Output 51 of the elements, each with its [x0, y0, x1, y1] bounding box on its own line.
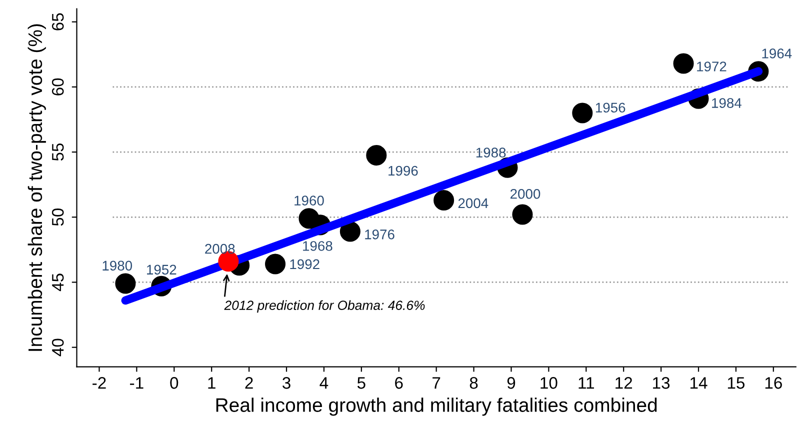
x-tick-label: -2	[92, 377, 106, 389]
y-tick-label: 55	[52, 143, 64, 161]
annotation: 1964	[762, 48, 792, 58]
point	[512, 204, 533, 225]
y-tick-label: 60	[52, 78, 64, 96]
y-tick-label: 50	[52, 208, 64, 226]
annotation: 1996	[388, 166, 418, 176]
annotation: 1988	[476, 148, 506, 158]
annotation: 1956	[596, 102, 626, 113]
annotation: 1960	[294, 196, 324, 206]
x-tick-label: 0	[170, 377, 178, 389]
x-tick-label: 10	[540, 377, 558, 389]
annotation: 1984	[712, 98, 742, 108]
x-tick-label: 8	[470, 377, 478, 389]
x-tick-label: 5	[357, 377, 366, 389]
annotation: 1972	[697, 62, 726, 72]
annotation: 2012 prediction for Obama: 46.6%	[224, 300, 425, 313]
point	[340, 221, 360, 242]
point	[673, 53, 694, 74]
point	[265, 254, 286, 274]
y-tick-label: 65	[52, 13, 64, 30]
x-tick-label: 4	[320, 377, 328, 389]
point	[434, 190, 454, 210]
annotation: 1980	[102, 260, 132, 271]
x-tick-label: 11	[578, 377, 594, 389]
x-tick-label: 2	[245, 377, 253, 389]
annotation: 2004	[458, 198, 488, 208]
annotation: 2000	[510, 188, 540, 199]
x-tick-label: 6	[395, 377, 403, 389]
annotation: 1952	[147, 264, 176, 275]
x-tick-label: 13	[653, 377, 670, 389]
x-tick-label: 12	[616, 377, 632, 389]
annotation: 2008	[205, 244, 235, 254]
x-axis-title: Real income growth and military fatalities combined	[216, 398, 657, 416]
x-tick-label: 14	[690, 377, 708, 389]
y-axis-title: Incumbent share of two-party vote (%)	[28, 24, 46, 351]
annotation: 1992	[290, 259, 320, 270]
point	[115, 273, 136, 294]
point	[366, 145, 387, 166]
y-tick-label: 40	[52, 338, 64, 356]
x-tick-label: 3	[282, 377, 290, 389]
annotation: 1976	[365, 230, 394, 240]
x-tick-label: -1	[130, 377, 144, 389]
x-tick-label: 7	[432, 377, 440, 389]
y-tick-label: 45	[52, 274, 64, 292]
x-tick-label: 9	[507, 377, 516, 389]
x-tick-label: 15	[728, 377, 745, 389]
annotation: 1968	[303, 241, 332, 251]
point	[572, 102, 593, 124]
x-tick-label: 16	[765, 377, 782, 389]
x-tick-label: 1	[208, 377, 216, 389]
